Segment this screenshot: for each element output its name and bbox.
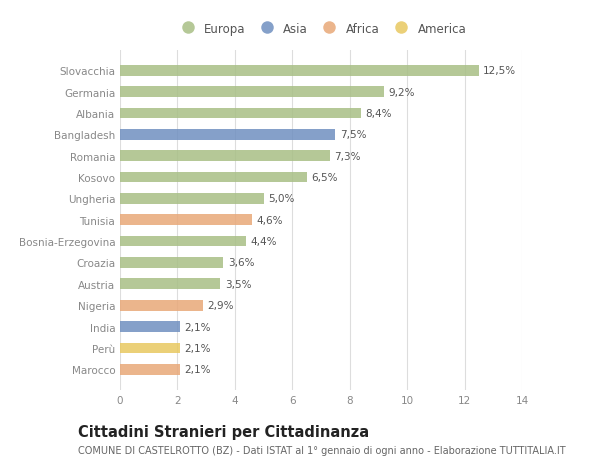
- Bar: [120, 321, 180, 332]
- Bar: [120, 87, 384, 98]
- Text: 9,2%: 9,2%: [388, 88, 415, 97]
- Text: 7,5%: 7,5%: [340, 130, 366, 140]
- Text: 6,5%: 6,5%: [311, 173, 337, 183]
- Bar: [120, 194, 263, 204]
- Text: 5,0%: 5,0%: [268, 194, 294, 204]
- Bar: [120, 173, 307, 183]
- Text: 3,6%: 3,6%: [227, 258, 254, 268]
- Bar: [120, 279, 221, 290]
- Text: COMUNE DI CASTELROTTO (BZ) - Dati ISTAT al 1° gennaio di ogni anno - Elaborazion: COMUNE DI CASTELROTTO (BZ) - Dati ISTAT …: [78, 445, 566, 455]
- Bar: [120, 215, 252, 226]
- Text: 2,1%: 2,1%: [185, 343, 211, 353]
- Bar: [120, 257, 223, 268]
- Bar: [120, 364, 180, 375]
- Text: 2,1%: 2,1%: [185, 322, 211, 332]
- Text: 12,5%: 12,5%: [483, 66, 517, 76]
- Bar: [120, 343, 180, 353]
- Bar: [120, 130, 335, 140]
- Text: Cittadini Stranieri per Cittadinanza: Cittadini Stranieri per Cittadinanza: [78, 425, 369, 440]
- Text: 2,9%: 2,9%: [208, 301, 234, 310]
- Text: 4,4%: 4,4%: [251, 237, 277, 246]
- Legend: Europa, Asia, Africa, America: Europa, Asia, Africa, America: [172, 19, 470, 39]
- Bar: [120, 108, 361, 119]
- Text: 4,6%: 4,6%: [256, 215, 283, 225]
- Bar: [120, 66, 479, 77]
- Text: 3,5%: 3,5%: [225, 279, 251, 289]
- Bar: [120, 300, 203, 311]
- Text: 7,3%: 7,3%: [334, 151, 361, 162]
- Bar: [120, 151, 329, 162]
- Text: 8,4%: 8,4%: [365, 109, 392, 119]
- Bar: [120, 236, 247, 247]
- Text: 2,1%: 2,1%: [185, 364, 211, 375]
